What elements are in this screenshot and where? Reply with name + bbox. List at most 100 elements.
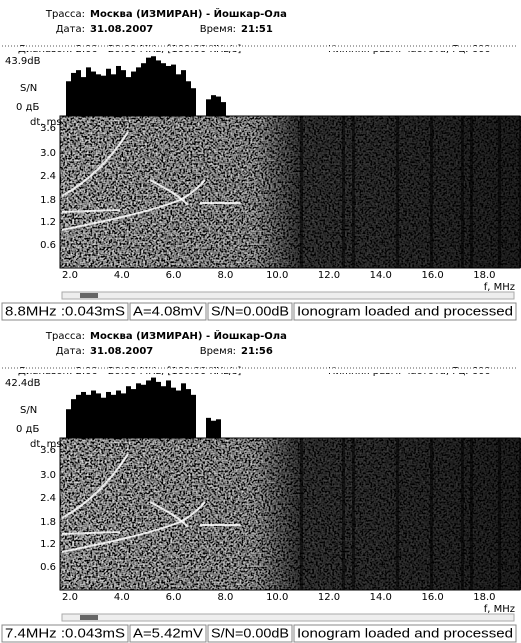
y-tick-label: 3.0 bbox=[40, 470, 56, 481]
date-label: Дата: bbox=[56, 346, 85, 357]
x-axis-label: f, MHz bbox=[484, 604, 515, 615]
snr-bar bbox=[101, 397, 106, 438]
y-tick-label: 1.8 bbox=[40, 517, 56, 528]
status-cell bbox=[129, 624, 207, 643]
snr-bar bbox=[71, 72, 76, 116]
ionogram-fade bbox=[60, 438, 521, 590]
x-tick-label: 4.0 bbox=[114, 592, 130, 603]
x-tick-label: 12.0 bbox=[318, 592, 340, 603]
ionogram-stripe bbox=[470, 438, 473, 590]
x-axis-label: f, MHz bbox=[484, 282, 515, 293]
snr-bar bbox=[136, 383, 141, 438]
snr-bar bbox=[186, 81, 191, 116]
ionogram-stripe bbox=[498, 438, 501, 590]
scrollbar-thumb[interactable] bbox=[80, 615, 98, 620]
y-tick-label: 3.0 bbox=[40, 148, 56, 159]
header-cut bbox=[0, 46, 521, 51]
snr-bar bbox=[106, 68, 111, 116]
snr-bar bbox=[171, 64, 176, 116]
status-message: Ionogram loaded and processed bbox=[297, 626, 513, 640]
snr-bar bbox=[181, 70, 186, 116]
scrollbar[interactable] bbox=[61, 291, 515, 300]
snr-bar bbox=[76, 70, 81, 116]
x-tick-label: 2.0 bbox=[62, 270, 78, 281]
snr-bar bbox=[136, 67, 141, 116]
snr-bar bbox=[146, 380, 151, 438]
ionogram-trace bbox=[61, 453, 129, 519]
x-tick-label: 10.0 bbox=[266, 270, 288, 281]
x-tick-label: 18.0 bbox=[473, 592, 495, 603]
snr-bar bbox=[151, 56, 156, 116]
scrollbar-thumb[interactable] bbox=[80, 293, 98, 298]
status-cursor: 7.4MHz :0.043mS bbox=[5, 626, 125, 640]
ionogram-trace bbox=[61, 501, 206, 553]
snr-bar bbox=[91, 71, 96, 116]
snr-bar bbox=[106, 391, 111, 438]
ionogram-stripe bbox=[470, 116, 473, 268]
status-message: Ionogram loaded and processed bbox=[297, 304, 513, 318]
ionogram-panel: Трасса: Москва (ИЗМИРАН) - Йошкар-Ола Дата… bbox=[0, 7, 521, 321]
x-tick-label: 8.0 bbox=[217, 270, 233, 281]
ionogram-stripe bbox=[498, 116, 501, 268]
snr-max: 43.9dB bbox=[5, 56, 41, 67]
status-cell bbox=[1, 302, 129, 321]
ionogram-border bbox=[59, 115, 521, 269]
snr-bar bbox=[211, 95, 216, 116]
x-tick-label: 10.0 bbox=[266, 592, 288, 603]
ionogram-stripe bbox=[342, 116, 345, 268]
status-cursor: 8.8MHz :0.043mS bbox=[5, 304, 125, 318]
snr-bar bbox=[206, 417, 211, 438]
snr-bar bbox=[171, 387, 176, 438]
scrollbar[interactable] bbox=[61, 613, 515, 622]
status-cell bbox=[207, 624, 293, 643]
date: 31.08.2007 bbox=[90, 24, 153, 35]
y-tick-label: 3.6 bbox=[40, 445, 56, 456]
y-axis-label: dt, ms bbox=[30, 439, 62, 450]
ionogram-trace bbox=[149, 501, 189, 528]
snr-bar bbox=[206, 99, 211, 116]
date: 31.08.2007 bbox=[90, 346, 153, 357]
ionogram-stripe bbox=[396, 116, 399, 268]
snr-bar bbox=[166, 380, 171, 438]
snr-bar bbox=[211, 420, 216, 438]
status-snr: S/N=0.00dB bbox=[211, 626, 289, 640]
time-label: Время: bbox=[200, 346, 236, 357]
status-cell bbox=[293, 302, 517, 321]
route-label: Трасса: bbox=[45, 331, 85, 342]
snr-bar bbox=[166, 65, 171, 116]
snr-bar bbox=[156, 60, 161, 116]
status-snr: S/N=0.00dB bbox=[211, 304, 289, 318]
ionogram-trace bbox=[149, 179, 189, 206]
ionogram-stripe bbox=[461, 116, 464, 268]
snr-bar bbox=[191, 394, 196, 438]
x-tick-label: 4.0 bbox=[114, 270, 130, 281]
y-tick-label: 1.2 bbox=[40, 217, 56, 228]
snr-bar bbox=[126, 77, 131, 116]
status-cell bbox=[293, 624, 517, 643]
x-tick-label: 18.0 bbox=[473, 270, 495, 281]
ionogram-stripe bbox=[300, 438, 303, 590]
snr-bar bbox=[116, 65, 121, 116]
snr-bar bbox=[151, 377, 156, 438]
x-tick-label: 16.0 bbox=[421, 592, 443, 603]
status-amplitude: A=5.42mV bbox=[133, 626, 204, 640]
snr-bar bbox=[161, 63, 166, 116]
snr-bar bbox=[81, 391, 86, 438]
snr-bar bbox=[186, 389, 191, 438]
snr-bar bbox=[86, 67, 91, 116]
ionogram-stripe bbox=[352, 438, 355, 590]
time-label: Время: bbox=[200, 24, 236, 35]
snr-bar bbox=[216, 419, 221, 438]
snr-bar bbox=[141, 63, 146, 116]
x-tick-label: 14.0 bbox=[370, 270, 392, 281]
ionogram-trace bbox=[61, 209, 121, 213]
snr-max: 42.4dB bbox=[5, 378, 41, 389]
time: 21:51 bbox=[241, 24, 273, 35]
status-cell bbox=[1, 624, 129, 643]
snr-bar bbox=[96, 393, 101, 438]
ionogram-stripe bbox=[461, 438, 464, 590]
x-tick-label: 12.0 bbox=[318, 270, 340, 281]
snr-bar bbox=[121, 393, 126, 438]
y-tick-label: 0.6 bbox=[40, 240, 56, 251]
